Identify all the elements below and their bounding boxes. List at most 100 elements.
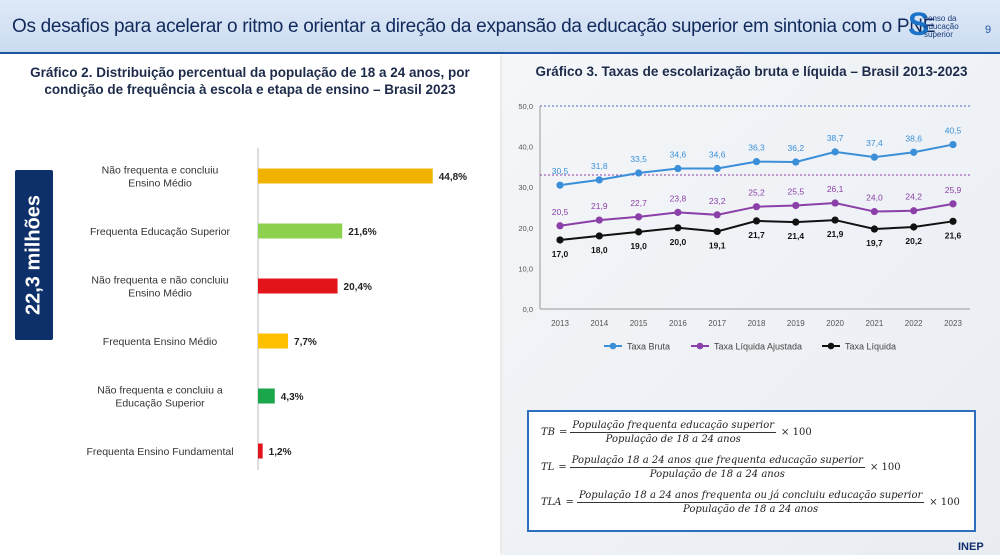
chart3-point [792,201,800,210]
chart2-bar [258,443,263,459]
chart3-data-label: 34,6 [670,150,687,160]
chart3-x-tick-label: 2014 [590,319,608,328]
formula-tl-name: TL [541,462,555,473]
chart3-data-label: 23,2 [709,196,726,206]
chart3-point [752,203,761,211]
chart3-data-label: 19,1 [709,240,726,250]
chart3-point [674,208,682,216]
page-number: 9 [985,24,992,36]
chart3-point [870,207,879,216]
chart3-data-label: 25,5 [788,186,805,196]
chart3-x-tick-label: 2018 [748,319,766,328]
inep-logo: INEP [958,541,984,553]
chart3-point [792,158,800,166]
chart2-value-label: 4,3% [281,392,304,403]
chart3-point [752,217,761,225]
chart2-value-label: 20,4% [344,282,372,293]
chart3-point [870,153,879,161]
chart3-data-label: 38,7 [827,133,844,143]
chart3-point [713,164,721,173]
chart3-point [870,225,879,233]
chart2-bar [258,223,343,239]
chart3-legend-label: Taxa Líquida Ajustada [714,342,802,352]
chart3-x-tick-label: 2015 [630,319,648,328]
chart3-point [674,224,682,232]
page-title: Os desafios para acelerar o ritmo e orie… [12,16,936,37]
chart3-data-label: 33,5 [630,154,647,164]
chart3-x-tick-label: 2016 [669,319,687,328]
chart3-data-label: 26,1 [827,184,844,194]
chart3-data-label: 23,8 [670,193,687,203]
chart3-point [595,232,603,240]
chart2-category-label: Frequenta Educação Superior [90,226,231,238]
chart3-point [595,176,603,184]
chart3-data-label: 21,4 [788,231,805,241]
logo-line3: superior [924,30,953,39]
chart3-y-tick-label: 30,0 [518,183,533,192]
chart2-category-label: Não frequenta e concluiu Ensino Médio [102,165,219,190]
chart3-point [674,164,682,173]
chart3-data-label: 21,9 [827,229,844,239]
formula-tl: TL = População 18 a 24 anos que frequenta… [541,455,901,480]
chart3-data-label: 21,7 [748,230,765,240]
formula-tl-den: População de 18 a 24 anos [649,469,785,480]
chart3-x-tick-label: 2020 [826,319,844,328]
formula-tl-mult: × 100 [869,462,901,473]
chart2-bar [258,278,338,294]
chart3-legend-label: Taxa Líquida [845,342,896,352]
logo-line1: censo da [924,14,957,23]
chart3-point [713,227,721,236]
chart2-value-label: 44,8% [439,172,467,183]
formula-tb: TB = População frequenta educação superio… [541,420,812,445]
chart3-x-tick-label: 2022 [905,319,923,328]
chart3-data-label: 22,7 [630,198,647,208]
chart3-data-label: 21,9 [591,201,608,211]
chart3-legend-label: Taxa Bruta [627,342,670,352]
chart3-point [556,181,564,189]
chart3-point [752,158,761,166]
formula-tb-mult: × 100 [781,427,812,438]
chart3-data-label: 18,0 [591,245,608,255]
chart3-data-label: 20,0 [670,237,687,247]
chart3-data-label: 40,5 [945,126,962,136]
chart3-x-tick-label: 2021 [866,319,884,328]
chart3-point [635,228,643,236]
header-bar: Os desafios para acelerar o ritmo e orie… [0,0,1000,54]
chart3-point [556,236,564,244]
chart3-point [831,199,839,207]
chart3-data-label: 24,0 [866,193,883,203]
chart3-data-label: 36,2 [788,143,805,153]
chart2-category-label: Não frequenta e concluiu a Educação Super… [97,385,223,410]
chart3-data-label: 30,5 [552,166,569,176]
logo-text: censo da educação superior [924,15,959,39]
chart3-point [831,148,839,156]
chart3-data-label: 20,5 [552,207,569,217]
chart3-point [556,222,564,230]
chart2-value-label: 1,2% [269,447,292,458]
chart3-point [792,218,800,226]
chart3-legend-marker [609,342,617,350]
chart3-title: Gráfico 3. Taxas de escolarização bruta … [535,64,968,79]
chart3-y-tick-label: 20,0 [518,224,533,233]
chart3-data-label: 38,6 [905,133,922,143]
chart3-data-label: 36,3 [748,143,765,153]
chart3-point [910,148,918,156]
chart3-data-label: 37,4 [866,138,883,148]
chart3-data-label: 19,7 [866,238,883,248]
chart3-point [831,216,839,224]
chart3-x-tick-label: 2017 [708,319,726,328]
chart3-point [635,213,643,221]
total-population-box [15,170,53,340]
formula-box: TB = População frequenta educação superio… [527,410,976,532]
chart2-category-label: Não frequenta e não concluiu Ensino Médio [91,275,228,300]
chart3-y-tick-label: 50,0 [518,102,533,111]
censo-logo: S censo da educação superior [908,7,968,45]
chart3-point [949,140,957,149]
chart3-data-label: 20,2 [905,236,922,246]
formula-tla: TLA = População 18 a 24 anos frequenta ou… [541,490,960,515]
chart2-title: Gráfico 2. Distribuição percentual da po… [30,65,470,97]
chart3-data-label: 25,9 [945,185,962,195]
chart3-data-label: 24,2 [905,192,922,202]
chart3-point [949,200,957,208]
